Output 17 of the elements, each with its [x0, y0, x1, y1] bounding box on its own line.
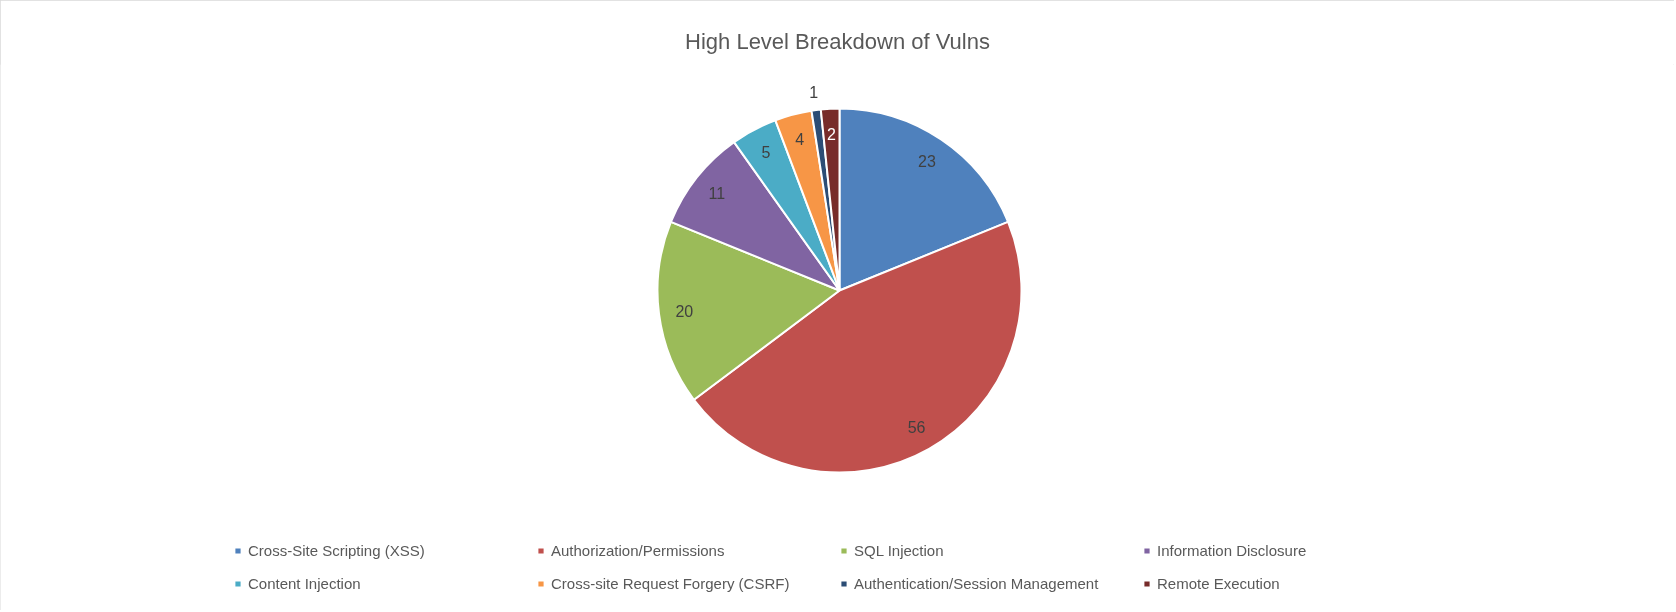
data-label: 4 [795, 131, 805, 149]
legend-label: Authentication/Session Management [854, 575, 1100, 592]
data-label: 23 [917, 152, 936, 170]
legend-label: Cross-site Request Forgery (CSRF) [551, 575, 791, 592]
legend-label: Content Injection [248, 575, 362, 592]
chart-title: High Level Breakdown of Vulns [685, 28, 990, 54]
data-label: 2 [826, 126, 836, 144]
data-label: 1 [809, 83, 819, 101]
data-label: 56 [907, 418, 926, 436]
legend-label: Cross-Site Scripting (XSS) [248, 542, 426, 559]
data-label: 11 [708, 185, 726, 203]
legend-label: Remote Execution [1157, 575, 1281, 592]
legend-label: Authorization/Permissions [551, 542, 726, 559]
data-label: 5 [761, 144, 771, 162]
legend-label: SQL Injection [854, 542, 945, 559]
data-label: 20 [675, 302, 694, 320]
legend-label: Information Disclosure [1157, 542, 1308, 559]
